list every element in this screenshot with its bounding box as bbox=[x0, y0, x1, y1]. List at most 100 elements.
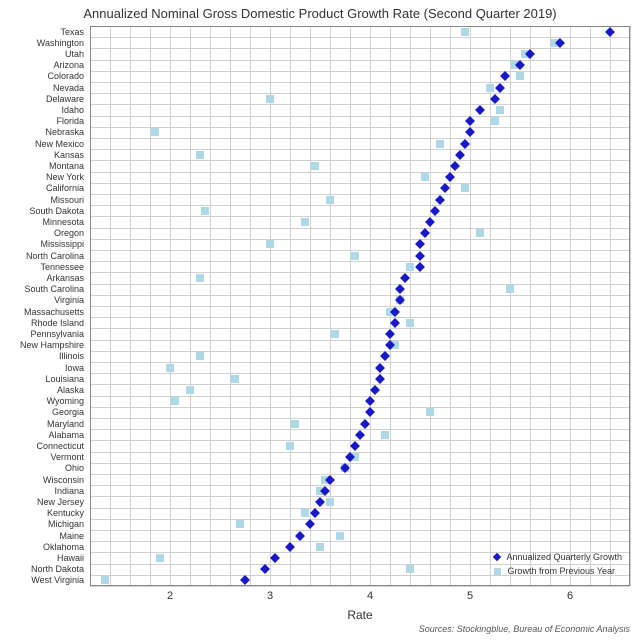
yearly-growth-marker bbox=[421, 173, 429, 181]
quarterly-growth-marker bbox=[465, 127, 475, 137]
state-label: Iowa bbox=[65, 363, 84, 373]
state-label: Georgia bbox=[52, 407, 84, 417]
legend-label: Growth from Previous Year bbox=[507, 566, 615, 576]
yearly-growth-marker bbox=[291, 420, 299, 428]
yearly-growth-marker bbox=[316, 543, 324, 551]
yearly-growth-marker bbox=[436, 140, 444, 148]
yearly-growth-marker bbox=[201, 207, 209, 215]
quarterly-growth-marker bbox=[495, 83, 505, 93]
legend-item: Growth from Previous Year bbox=[494, 564, 622, 578]
state-label: Missouri bbox=[50, 195, 84, 205]
yearly-growth-marker bbox=[301, 509, 309, 517]
quarterly-growth-marker bbox=[240, 575, 250, 585]
legend-label: Annualized Quarterly Growth bbox=[506, 552, 622, 562]
state-label: California bbox=[46, 183, 84, 193]
quarterly-growth-marker bbox=[365, 396, 375, 406]
legend: Annualized Quarterly Growth Growth from P… bbox=[494, 550, 622, 578]
quarterly-growth-marker bbox=[415, 262, 425, 272]
state-label: Idaho bbox=[61, 105, 84, 115]
yearly-growth-marker bbox=[266, 240, 274, 248]
quarterly-growth-marker bbox=[475, 105, 485, 115]
quarterly-growth-marker bbox=[375, 374, 385, 384]
diamond-icon bbox=[493, 553, 501, 561]
quarterly-growth-marker bbox=[355, 430, 365, 440]
yearly-growth-marker bbox=[186, 386, 194, 394]
state-label: Montana bbox=[49, 161, 84, 171]
x-axis-title: Rate bbox=[90, 608, 630, 622]
yearly-growth-marker bbox=[156, 554, 164, 562]
quarterly-growth-marker bbox=[415, 251, 425, 261]
state-label: North Carolina bbox=[26, 251, 84, 261]
chart-title: Annualized Nominal Gross Domestic Produc… bbox=[0, 6, 640, 21]
state-label: Maine bbox=[59, 531, 84, 541]
state-label: Rhode Island bbox=[31, 318, 84, 328]
state-label: Delaware bbox=[46, 94, 84, 104]
state-label: Virginia bbox=[54, 295, 84, 305]
plot-area bbox=[90, 26, 630, 586]
state-label: Arizona bbox=[53, 60, 84, 70]
y-axis-labels: TexasWashingtonUtahArizonaColoradoNevada… bbox=[0, 26, 88, 586]
yearly-growth-marker bbox=[476, 229, 484, 237]
quarterly-growth-marker bbox=[305, 519, 315, 529]
x-tick-label: 5 bbox=[467, 590, 473, 602]
yearly-growth-marker bbox=[326, 498, 334, 506]
quarterly-growth-marker bbox=[605, 27, 615, 37]
yearly-growth-marker bbox=[196, 274, 204, 282]
yearly-growth-marker bbox=[381, 431, 389, 439]
yearly-growth-marker bbox=[461, 184, 469, 192]
state-label: New Mexico bbox=[35, 139, 84, 149]
x-tick-label: 4 bbox=[367, 590, 373, 602]
yearly-growth-marker bbox=[406, 565, 414, 573]
state-label: Michigan bbox=[48, 519, 84, 529]
state-label: Texas bbox=[60, 27, 84, 37]
state-label: Pennsylvania bbox=[30, 329, 84, 339]
quarterly-growth-marker bbox=[395, 284, 405, 294]
state-label: Wyoming bbox=[47, 396, 84, 406]
quarterly-growth-marker bbox=[285, 542, 295, 552]
quarterly-growth-marker bbox=[295, 531, 305, 541]
state-label: West Virginia bbox=[31, 575, 84, 585]
yearly-growth-marker bbox=[336, 532, 344, 540]
state-label: Washington bbox=[37, 38, 84, 48]
quarterly-growth-marker bbox=[270, 553, 280, 563]
quarterly-growth-marker bbox=[260, 564, 270, 574]
state-label: Mississippi bbox=[40, 239, 84, 249]
state-label: Kentucky bbox=[47, 508, 84, 518]
yearly-growth-marker bbox=[406, 263, 414, 271]
quarterly-growth-marker bbox=[315, 497, 325, 507]
state-label: South Carolina bbox=[24, 284, 84, 294]
yearly-growth-marker bbox=[496, 106, 504, 114]
quarterly-growth-marker bbox=[375, 363, 385, 373]
state-label: Nevada bbox=[53, 83, 84, 93]
yearly-growth-marker bbox=[266, 95, 274, 103]
quarterly-growth-marker bbox=[450, 161, 460, 171]
quarterly-growth-marker bbox=[430, 206, 440, 216]
yearly-growth-marker bbox=[516, 72, 524, 80]
quarterly-growth-marker bbox=[365, 407, 375, 417]
state-label: Vermont bbox=[50, 452, 84, 462]
state-label: Oregon bbox=[54, 228, 84, 238]
sources-text: Sources: Stockingblue, Bureau of Economi… bbox=[419, 624, 630, 634]
yearly-growth-marker bbox=[426, 408, 434, 416]
quarterly-growth-marker bbox=[390, 318, 400, 328]
state-label: Kansas bbox=[54, 150, 84, 160]
yearly-growth-marker bbox=[101, 576, 109, 584]
quarterly-growth-marker bbox=[490, 94, 500, 104]
yearly-growth-marker bbox=[486, 84, 494, 92]
yearly-growth-marker bbox=[196, 352, 204, 360]
yearly-growth-marker bbox=[231, 375, 239, 383]
yearly-growth-marker bbox=[171, 397, 179, 405]
yearly-growth-marker bbox=[331, 330, 339, 338]
state-label: Indiana bbox=[54, 486, 84, 496]
state-label: Minnesota bbox=[42, 217, 84, 227]
quarterly-growth-marker bbox=[420, 228, 430, 238]
state-label: Hawaii bbox=[57, 553, 84, 563]
state-label: Oklahoma bbox=[43, 542, 84, 552]
quarterly-growth-marker bbox=[460, 139, 470, 149]
quarterly-growth-marker bbox=[360, 419, 370, 429]
state-label: New Jersey bbox=[37, 497, 84, 507]
quarterly-growth-marker bbox=[415, 239, 425, 249]
x-tick-label: 3 bbox=[267, 590, 273, 602]
square-icon bbox=[494, 568, 501, 575]
quarterly-growth-marker bbox=[400, 273, 410, 283]
